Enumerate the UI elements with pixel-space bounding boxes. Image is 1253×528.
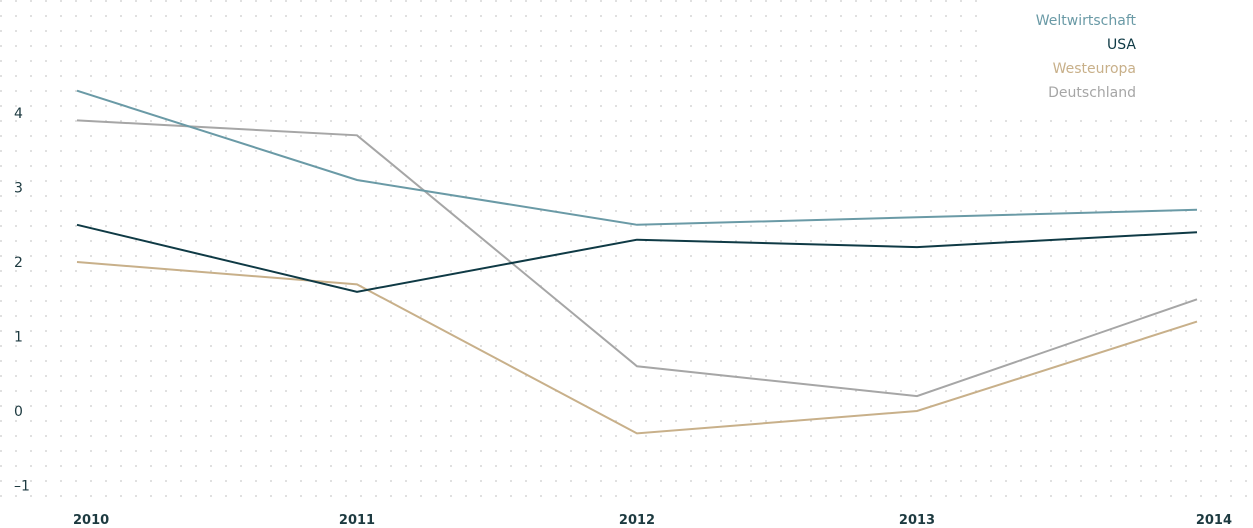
x-axis: 2010 2011 2012 2013 2014	[73, 513, 1232, 528]
legend-entry-usa: USA	[1107, 37, 1136, 53]
y-tick-label: 0	[14, 404, 23, 420]
x-tick-label: 2011	[339, 513, 375, 528]
x-tick-label: 2013	[899, 513, 935, 528]
x-tick-label: 2010	[73, 513, 109, 528]
legend-entry-weltwirtschaft: Weltwirtschaft	[1036, 13, 1137, 29]
y-tick-label: 3	[14, 181, 23, 197]
y-tick-label: 2	[14, 255, 23, 271]
series-lines	[76, 89, 1198, 435]
legend-entry-westeuropa: Westeuropa	[1053, 61, 1136, 77]
y-tick-label: 1	[14, 330, 23, 346]
legend: Weltwirtschaft USA Westeuropa Deutschland	[985, 0, 1253, 120]
x-tick-label: 2012	[619, 513, 655, 528]
legend-entry-deutschland: Deutschland	[1048, 85, 1136, 101]
y-axis: 4 3 2 1 0 –1	[14, 106, 30, 495]
y-tick-label: –1	[14, 479, 30, 495]
legend-background	[985, 0, 1253, 120]
x-tick-label: 2014	[1196, 513, 1232, 528]
y-tick-label: 4	[14, 106, 23, 122]
